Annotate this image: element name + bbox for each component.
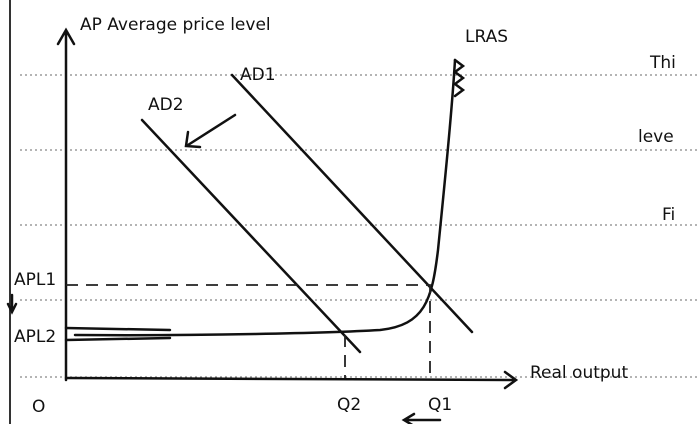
y-mark-label: APL2 [14,327,56,347]
y-mark-label: APL1 [14,270,56,290]
curve-label: LRAS [465,27,508,47]
margin-note: Thi [649,53,676,73]
background [0,0,697,424]
margin-note: Fi [662,205,675,225]
margin-note: leve [638,127,674,147]
x-mark-label: Q2 [337,395,361,415]
y-axis-label: AP Average price level [80,15,271,35]
origin-label: O [32,397,45,417]
x-axis-label: Real output [530,363,628,383]
diagram: AP Average price level Real output O LRA… [0,0,697,424]
curve-label: AD1 [240,65,276,85]
x-mark-label: Q1 [428,395,452,415]
curve-label: AD2 [148,95,184,115]
